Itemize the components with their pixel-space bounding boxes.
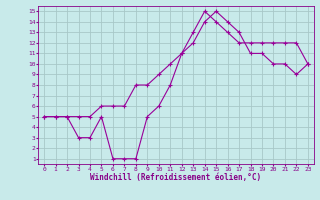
X-axis label: Windchill (Refroidissement éolien,°C): Windchill (Refroidissement éolien,°C) (91, 173, 261, 182)
